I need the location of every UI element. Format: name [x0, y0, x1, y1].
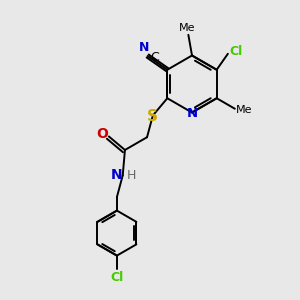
- Text: S: S: [146, 109, 158, 124]
- Text: Me: Me: [179, 23, 196, 33]
- Text: H: H: [126, 169, 136, 182]
- Text: Cl: Cl: [110, 271, 124, 284]
- Text: Me: Me: [236, 105, 253, 115]
- Text: Cl: Cl: [230, 45, 243, 58]
- Text: N: N: [186, 106, 198, 120]
- Text: O: O: [96, 128, 108, 141]
- Text: N: N: [110, 168, 122, 182]
- Text: C: C: [150, 51, 159, 64]
- Text: N: N: [139, 41, 149, 54]
